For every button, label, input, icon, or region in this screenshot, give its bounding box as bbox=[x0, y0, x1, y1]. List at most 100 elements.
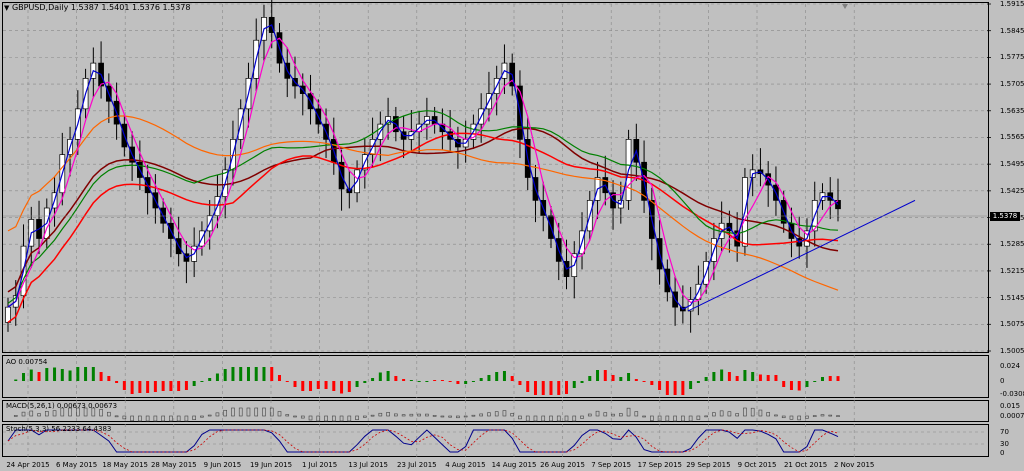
ao-bar bbox=[231, 367, 235, 381]
macd-bar bbox=[215, 412, 220, 417]
ao-bar bbox=[60, 369, 64, 381]
macd-bar bbox=[432, 415, 437, 417]
price-label: 1.5775 bbox=[1000, 53, 1024, 62]
price-label: 1.5705 bbox=[1000, 80, 1024, 89]
macd-bar bbox=[828, 414, 833, 417]
macd-bar bbox=[99, 409, 103, 417]
macd-bar bbox=[29, 410, 34, 417]
date-label: 7 Sep 2015 bbox=[591, 461, 632, 469]
ao-bar bbox=[479, 378, 483, 381]
macd-bar bbox=[456, 415, 460, 419]
price-label: 1.5915 bbox=[1000, 0, 1024, 8]
ao-bar bbox=[596, 370, 600, 381]
ao-bar bbox=[37, 372, 41, 381]
price-label: 1.5145 bbox=[1000, 293, 1024, 302]
macd-bar bbox=[479, 413, 483, 417]
ao-bar bbox=[91, 367, 95, 381]
ao-bar bbox=[673, 381, 677, 395]
ao-bar bbox=[704, 377, 708, 381]
ao-bar bbox=[634, 379, 638, 381]
stoch-title: Stoch(5,3,3) 56.2233 64.4383 bbox=[6, 425, 112, 433]
ao-bar bbox=[743, 370, 747, 381]
macd-bar bbox=[114, 415, 119, 418]
macd-bar bbox=[626, 407, 631, 417]
macd-bar bbox=[743, 407, 747, 417]
macd-bar bbox=[21, 411, 26, 417]
price-label: 1.5285 bbox=[1000, 240, 1024, 249]
macd-bar bbox=[339, 415, 344, 422]
macd-bar bbox=[308, 415, 313, 421]
ao-bar bbox=[433, 380, 437, 381]
price-label: 1.5425 bbox=[1000, 186, 1024, 195]
ao-bar bbox=[324, 381, 328, 389]
ao-bar bbox=[820, 377, 824, 381]
ao-bar bbox=[611, 375, 615, 381]
ao-bar bbox=[665, 381, 669, 395]
ao-bar bbox=[456, 381, 460, 384]
ao-bar bbox=[347, 381, 351, 392]
macd-bar bbox=[688, 415, 693, 422]
macd-bar bbox=[471, 414, 476, 417]
price-label: 1.5845 bbox=[1000, 26, 1024, 35]
date-label: 6 May 2015 bbox=[55, 461, 98, 469]
ao-bar bbox=[642, 381, 646, 382]
macd-bar bbox=[487, 412, 491, 417]
macd-bar bbox=[781, 415, 786, 419]
ao-bar bbox=[402, 379, 406, 381]
ao-bar bbox=[727, 372, 731, 381]
macd-bar bbox=[525, 415, 530, 422]
macd-bar bbox=[657, 415, 662, 422]
macd-panel[interactable] bbox=[2, 400, 989, 422]
date-label: 14 Aug 2015 bbox=[491, 461, 537, 469]
macd-bar bbox=[518, 415, 522, 420]
ao-bar bbox=[448, 381, 452, 382]
macd-bar bbox=[425, 413, 429, 417]
ao-bar bbox=[502, 371, 506, 381]
macd-bar bbox=[91, 407, 96, 417]
macd-bar bbox=[293, 415, 297, 418]
macd-bar bbox=[277, 411, 282, 417]
ao-bar bbox=[107, 376, 111, 381]
ao-bar bbox=[208, 378, 212, 381]
date-label: 1 Jul 2015 bbox=[302, 461, 338, 469]
ao-bar bbox=[153, 381, 157, 392]
macd-bar bbox=[285, 414, 290, 417]
ao-bar bbox=[565, 381, 569, 394]
price-label: 1.5075 bbox=[1000, 320, 1024, 329]
ao-bar bbox=[720, 369, 724, 381]
ao-bar bbox=[277, 375, 281, 381]
macd-bar bbox=[774, 414, 778, 417]
macd-bar bbox=[603, 412, 608, 417]
date-label: 4 Aug 2015 bbox=[445, 461, 486, 469]
macd-bar bbox=[494, 411, 499, 417]
ao-bar bbox=[541, 381, 545, 395]
macd-bar bbox=[611, 413, 615, 417]
ao-bar bbox=[355, 381, 359, 387]
chart-title: ▼ GBPUSD,Daily 1.5387 1.5401 1.5376 1.53… bbox=[4, 3, 190, 12]
macd-bar bbox=[76, 407, 80, 417]
macd-bar bbox=[805, 415, 809, 419]
macd-bar bbox=[68, 407, 72, 417]
collapse-icon[interactable]: ▼ bbox=[4, 4, 10, 12]
macd-bar bbox=[836, 415, 840, 417]
ao-bar bbox=[758, 374, 762, 381]
ao-bar bbox=[526, 381, 530, 392]
ao-bar bbox=[29, 369, 33, 381]
ao-bar bbox=[301, 381, 305, 391]
macd-bar bbox=[595, 410, 600, 417]
ao-bar bbox=[246, 367, 250, 381]
macd-bar bbox=[533, 415, 538, 422]
ao-bar bbox=[619, 377, 623, 381]
macd-bar bbox=[269, 407, 274, 417]
ao-title: AO 0.00754 bbox=[6, 358, 48, 366]
macd-bar bbox=[324, 415, 328, 422]
macd-bar bbox=[580, 415, 584, 419]
macd-bar bbox=[502, 410, 507, 417]
ma-red-line bbox=[7, 132, 839, 324]
ao-bar bbox=[518, 381, 522, 385]
macd-bar bbox=[727, 411, 732, 417]
price-panel[interactable] bbox=[2, 2, 989, 353]
ao-bar bbox=[549, 381, 553, 395]
ao-bar bbox=[340, 381, 344, 394]
